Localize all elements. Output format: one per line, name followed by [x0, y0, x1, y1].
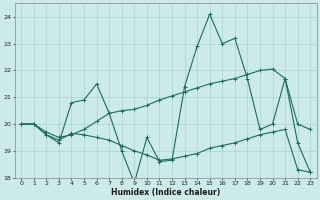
X-axis label: Humidex (Indice chaleur): Humidex (Indice chaleur): [111, 188, 220, 197]
